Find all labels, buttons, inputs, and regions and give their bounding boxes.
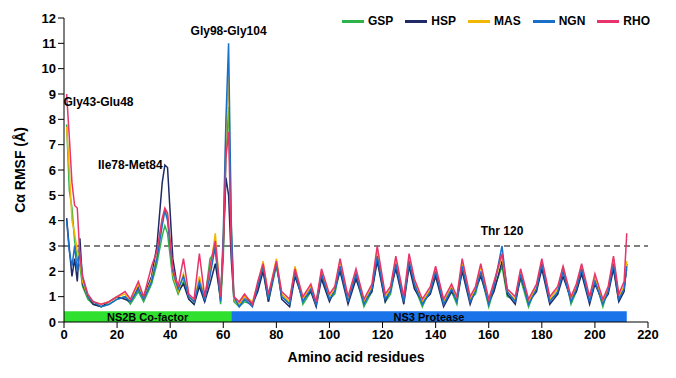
svg-text:Cα RMSF (Å): Cα RMSF (Å)	[12, 127, 28, 213]
svg-text:5: 5	[49, 188, 56, 203]
svg-text:60: 60	[216, 327, 230, 342]
svg-text:1: 1	[49, 289, 56, 304]
html-text:RHO: RHO	[623, 14, 650, 28]
svg-text:140: 140	[425, 327, 447, 342]
svg-text:0: 0	[60, 327, 67, 342]
svg-text:Gly98-Gly104: Gly98-Gly104	[191, 24, 267, 38]
svg-text:NS3 Protease: NS3 Protease	[394, 311, 465, 323]
html-text:MAS: MAS	[494, 14, 521, 28]
svg-text:8: 8	[49, 112, 56, 127]
svg-text:40: 40	[163, 327, 177, 342]
svg-text:11: 11	[42, 36, 56, 51]
svg-text:9: 9	[49, 87, 56, 102]
svg-text:12: 12	[42, 11, 56, 26]
svg-text:220: 220	[637, 327, 659, 342]
html-text:NGN: NGN	[558, 14, 586, 28]
svg-text:10: 10	[42, 61, 56, 76]
svg-text:6: 6	[49, 163, 56, 178]
svg-text:Ile78-Met84: Ile78-Met84	[98, 158, 163, 172]
svg-text:Gly43-Glu48: Gly43-Glu48	[63, 95, 133, 109]
svg-text:160: 160	[478, 327, 500, 342]
svg-text:7: 7	[49, 137, 56, 152]
svg-text:2: 2	[49, 264, 56, 279]
svg-text:200: 200	[584, 327, 606, 342]
svg-text:120: 120	[372, 327, 394, 342]
svg-text:3: 3	[49, 239, 56, 254]
svg-text:80: 80	[269, 327, 283, 342]
svg-text:20: 20	[110, 327, 124, 342]
svg-text:NS2B Co-factor: NS2B Co-factor	[107, 311, 189, 323]
svg-text:4: 4	[49, 213, 57, 228]
html-text:HSP: HSP	[431, 14, 456, 28]
svg-text:0: 0	[49, 315, 56, 330]
html-text:GSP: GSP	[368, 14, 394, 28]
svg-text:Amino acid residues: Amino acid residues	[288, 349, 425, 365]
svg-text:180: 180	[531, 327, 553, 342]
svg-text:Thr 120: Thr 120	[481, 224, 524, 238]
svg-text:100: 100	[319, 327, 341, 342]
